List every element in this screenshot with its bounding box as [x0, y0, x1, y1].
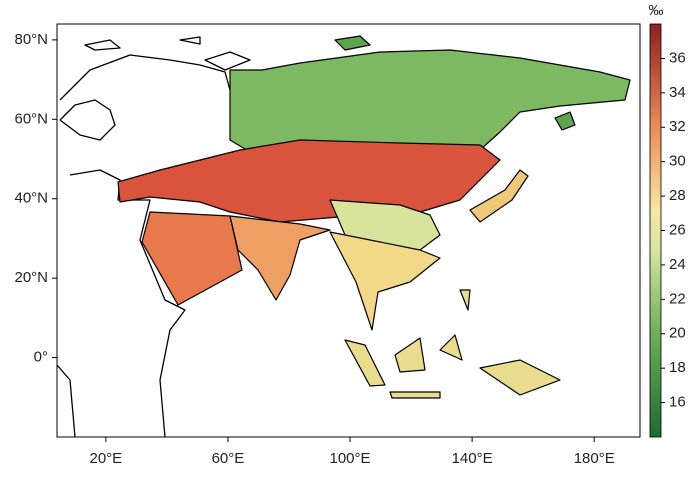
colorbar-tick-label: 26 — [669, 221, 686, 238]
coastline — [57, 54, 231, 437]
x-tick-label: 100°E — [330, 450, 371, 467]
x-tick-label: 180°E — [574, 450, 615, 467]
colorbar-tick-label: 18 — [669, 359, 686, 376]
arctic-island — [334, 35, 576, 131]
y-tick-label: 0° — [34, 349, 48, 366]
x-tick-label: 140°E — [452, 450, 493, 467]
colorbar-tick-label: 36 — [669, 49, 686, 66]
arabia — [141, 211, 243, 306]
islands — [344, 289, 561, 399]
map-layer — [57, 35, 631, 437]
y-tick-label: 40°N — [14, 190, 48, 207]
x-tick-label: 60°E — [212, 450, 245, 467]
colorbar-tick-label: 22 — [669, 290, 686, 307]
colorbar-tick-label: 32 — [669, 118, 686, 135]
colorbar-unit: ‰ — [649, 2, 664, 19]
colorbar-tick-label: 16 — [669, 394, 686, 411]
south-east-asia — [329, 231, 441, 331]
colorbar-tick-label: 34 — [669, 84, 686, 101]
x-tick-label: 20°E — [89, 450, 122, 467]
central-asia — [117, 139, 501, 223]
y-tick-label: 80°N — [14, 31, 48, 48]
colorbar-tick-label: 20 — [669, 325, 686, 342]
iran-india — [229, 215, 331, 301]
y-tick-label: 20°N — [14, 269, 48, 286]
plot-frame — [56, 23, 641, 438]
coastline — [84, 36, 251, 71]
colorbar — [649, 23, 662, 438]
y-tick-label: 60°N — [14, 110, 48, 127]
colorbar-tick-label: 30 — [669, 153, 686, 170]
colorbar-tick-label: 24 — [669, 256, 686, 273]
japan — [469, 169, 529, 223]
colorbar-tick-label: 28 — [669, 187, 686, 204]
